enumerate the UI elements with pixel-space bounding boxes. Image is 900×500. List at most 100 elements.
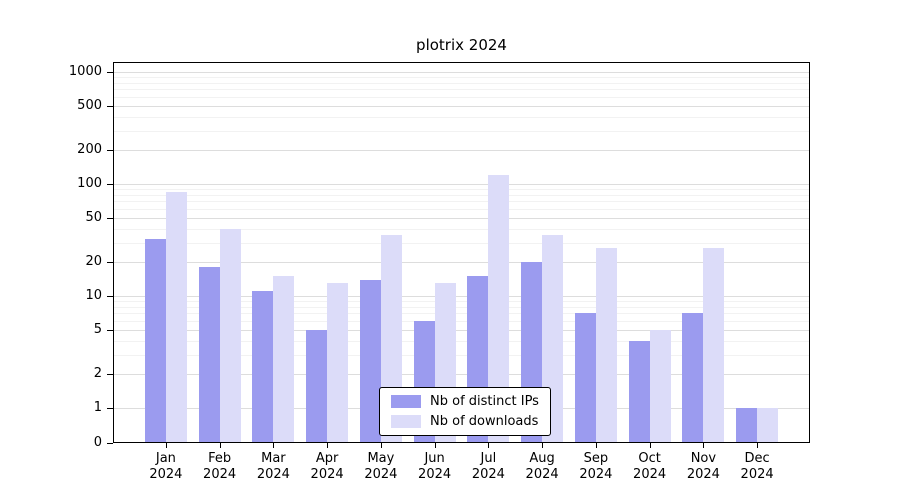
minor-gridline [114,301,809,303]
x-tick-label-line: 2024 [525,467,559,482]
bar-distinct-ips-oct [628,340,650,443]
minor-gridline [114,313,809,315]
x-tick-mark [703,443,705,448]
x-tick-label-line: 2024 [579,467,613,482]
y-tick-mark [107,296,113,297]
x-tick-label-line: Jul [480,451,497,466]
minor-gridline [114,77,809,79]
legend-swatch-downloads [391,415,421,428]
minor-gridline [114,130,809,132]
x-tick-label: Oct 2024 [618,451,682,483]
bar-downloads-apr [327,283,349,443]
bar-distinct-ips-sep [574,313,596,443]
x-tick-label: Jul 2024 [456,451,520,483]
x-tick-label: Aug 2024 [510,451,574,483]
minor-gridline [114,96,809,98]
major-gridline [114,262,809,264]
x-tick-label: Jun 2024 [403,451,467,483]
x-tick-label-line: 2024 [256,467,290,482]
major-gridline [114,105,809,107]
y-tick-mark [107,184,113,185]
major-gridline [114,72,809,73]
y-tick-label: 500 [77,97,102,113]
y-tick-label: 50 [85,209,102,225]
major-gridline [114,329,809,331]
x-tick-label: Dec 2024 [725,451,789,483]
x-tick-label-line: Aug [529,451,555,466]
x-tick-label-line: 2024 [740,467,774,482]
x-tick-label-line: Sep [583,451,609,466]
y-tick-mark [107,443,113,444]
x-tick-label-line: 2024 [203,467,237,482]
x-tick-label-line: Oct [638,451,661,466]
minor-gridline [114,340,809,342]
y-tick-label: 200 [77,142,102,158]
bar-downloads-mar [273,276,295,443]
minor-gridline [114,320,809,322]
minor-gridline [114,242,809,244]
x-tick-mark [380,443,382,448]
x-tick-label-line: Jan [155,451,176,466]
x-tick-label-line: Jun [424,451,445,466]
x-tick-label-line: Nov [690,451,717,466]
x-tick-mark [757,443,759,448]
x-tick-label-line: 2024 [418,467,452,482]
x-tick-label: Mar 2024 [241,451,305,483]
legend-item-distinct-ips: Nb of distinct IPs [391,394,539,409]
bar-distinct-ips-nov [682,313,704,443]
y-tick-label: 2 [93,366,102,382]
x-tick-mark [649,443,651,448]
x-tick-label-line: Apr [315,451,339,466]
y-tick-mark [107,262,113,264]
x-tick-label-line: Feb [208,451,232,466]
y-tick-mark [107,150,113,152]
x-tick-mark [488,443,490,448]
minor-gridline [114,354,809,356]
x-tick-label-line: 2024 [364,467,398,482]
y-tick-label: 100 [77,176,102,191]
major-gridline [114,150,809,152]
x-tick-label-line: 2024 [686,467,720,482]
minor-gridline [114,116,809,118]
y-tick-mark [107,408,113,409]
y-tick-mark [107,374,113,376]
minor-gridline [114,89,809,91]
x-tick-mark [219,443,221,448]
x-tick-label: Jan 2024 [134,451,198,483]
bar-downloads-feb [219,228,241,443]
bar-downloads-jul [488,175,510,443]
y-tick-label: 1 [93,400,102,415]
minor-gridline [114,189,809,191]
x-tick-label-line: 2024 [633,467,667,482]
legend-swatch-distinct-ips [391,395,421,408]
bar-distinct-ips-apr [306,329,328,443]
major-gridline [114,217,809,219]
minor-gridline [114,82,809,84]
bar-distinct-ips-dec [736,408,758,443]
minor-gridline [114,228,809,230]
major-gridline [114,296,809,297]
x-tick-mark [542,443,544,448]
x-tick-label-line: 2024 [471,467,505,482]
major-gridline [114,184,809,185]
chart-title: plotrix 2024 [416,36,507,54]
y-tick-mark [107,72,113,73]
x-tick-mark [327,443,329,448]
x-tick-label-line: Dec [744,451,770,466]
x-tick-mark [273,443,275,448]
legend: Nb of distinct IPs Nb of downloads [379,387,551,436]
bar-downloads-jan [165,191,187,443]
legend-label-distinct-ips: Nb of distinct IPs [430,394,539,409]
x-tick-mark [595,443,597,448]
x-tick-label: Nov 2024 [671,451,735,483]
x-tick-label: Sep 2024 [564,451,628,483]
y-tick-label: 10 [85,288,102,303]
minor-gridline [114,208,809,210]
y-tick-mark [107,329,113,331]
bar-downloads-oct [649,329,671,443]
bar-distinct-ips-may [359,279,381,443]
major-gridline [114,374,809,376]
x-tick-label-line: Mar [261,451,286,466]
